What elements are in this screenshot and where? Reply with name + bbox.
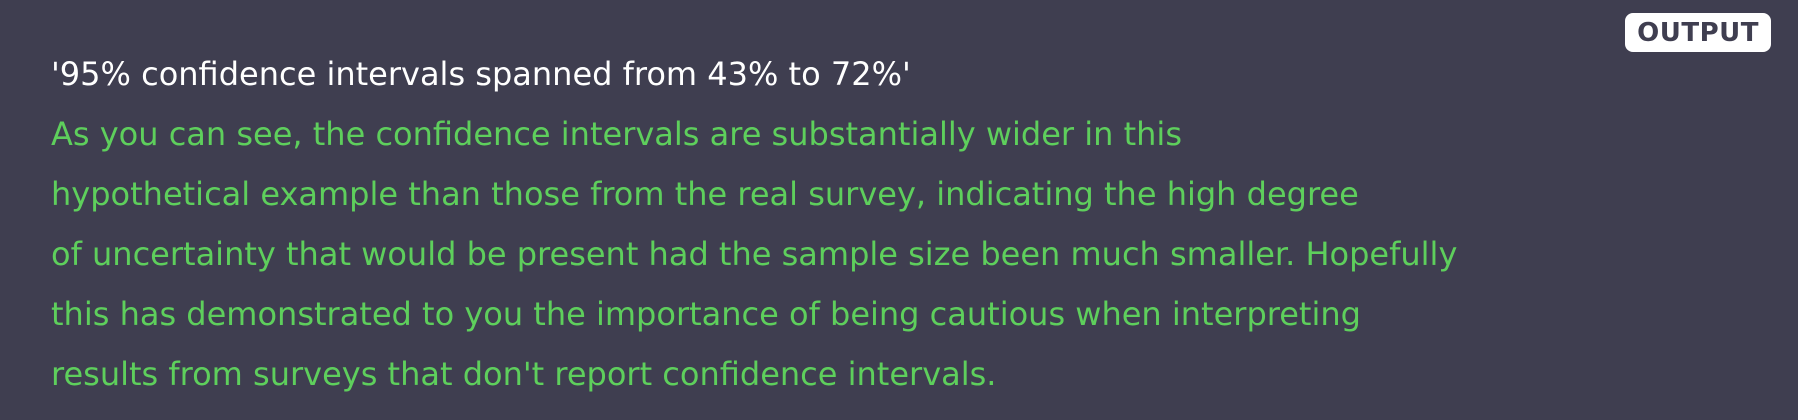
message-line: of uncertainty that would be present had… — [51, 235, 1458, 273]
output-text-block: '95% confidence intervals spanned from 4… — [51, 44, 1651, 404]
message-line: As you can see, the confidence intervals… — [51, 115, 1182, 153]
message-line: results from surveys that don't report c… — [51, 355, 997, 393]
message-line: this has demonstrated to you the importa… — [51, 295, 1361, 333]
message-line: hypothetical example than those from the… — [51, 175, 1359, 213]
result-line: '95% confidence intervals spanned from 4… — [51, 55, 911, 93]
output-badge: OUTPUT — [1625, 13, 1771, 52]
